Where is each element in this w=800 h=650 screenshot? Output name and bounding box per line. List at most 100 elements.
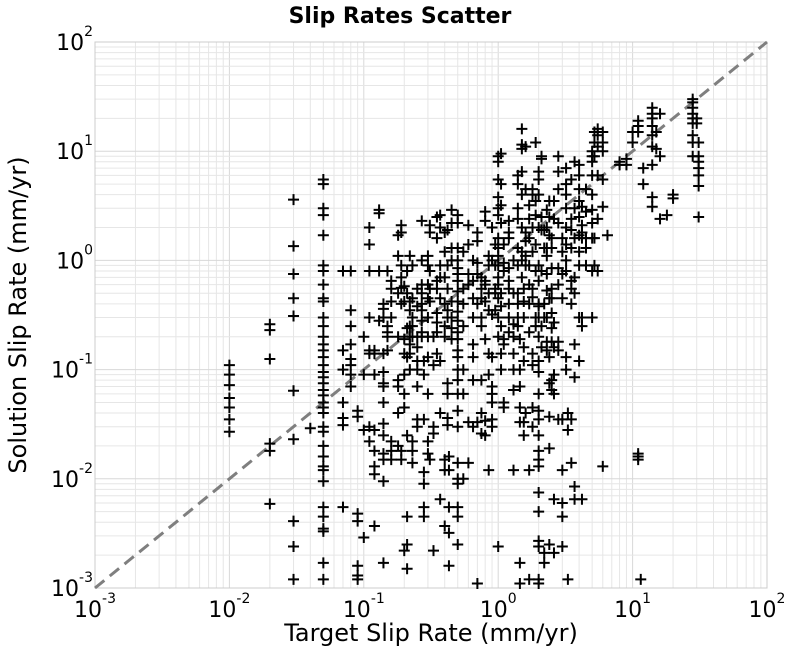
- data-point: [543, 442, 555, 454]
- data-point: [395, 271, 407, 283]
- data-point: [457, 320, 469, 332]
- data-point: [514, 381, 526, 393]
- data-point: [401, 287, 413, 299]
- data-point: [495, 287, 507, 299]
- tick-base: 10: [56, 31, 84, 56]
- data-point: [406, 259, 418, 271]
- data-point: [317, 296, 329, 308]
- data-point: [443, 560, 455, 572]
- data-point: [527, 291, 539, 303]
- data-point: [523, 298, 535, 310]
- data-point: [401, 563, 413, 575]
- data-point: [398, 401, 410, 413]
- data-point: [565, 413, 577, 425]
- data-point: [431, 316, 443, 328]
- data-point: [556, 511, 568, 523]
- data-point: [546, 242, 558, 254]
- data-point: [541, 285, 553, 297]
- data-point: [452, 539, 464, 551]
- data-point: [538, 557, 550, 569]
- data-point: [223, 426, 235, 438]
- data-point: [586, 189, 598, 201]
- data-point: [416, 254, 428, 266]
- data-point: [543, 211, 555, 223]
- data-point: [495, 217, 507, 229]
- data-point: [514, 364, 526, 376]
- data-point: [691, 117, 703, 129]
- data-point: [457, 364, 469, 376]
- data-point: [495, 348, 507, 360]
- data-point: [492, 191, 504, 203]
- data-point: [442, 388, 454, 400]
- data-point: [457, 246, 469, 258]
- tick-base: 10: [56, 140, 84, 165]
- data-point: [569, 371, 581, 383]
- data-point: [512, 202, 524, 214]
- data-point: [317, 573, 329, 585]
- y-tick-label: 10 -1: [51, 352, 93, 384]
- tick-exponent: -1: [371, 591, 385, 607]
- data-point: [345, 359, 357, 371]
- data-point: [546, 292, 558, 304]
- y-tick-label: 10 -3: [51, 570, 93, 602]
- data-point: [443, 527, 455, 539]
- data-point: [337, 419, 349, 431]
- data-point: [514, 333, 526, 345]
- data-point: [431, 232, 443, 244]
- data-point: [368, 445, 380, 457]
- data-point: [467, 338, 479, 350]
- tick-base: 10: [51, 577, 79, 602]
- data-point: [439, 271, 451, 283]
- data-point: [654, 108, 666, 120]
- data-point: [434, 493, 446, 505]
- data-point: [406, 445, 418, 457]
- data-point: [503, 232, 515, 244]
- data-point: [597, 126, 609, 138]
- data-point: [385, 296, 397, 308]
- data-point: [462, 219, 474, 231]
- data-point: [288, 240, 300, 252]
- data-point: [597, 460, 609, 472]
- data-point: [368, 468, 380, 480]
- data-point: [514, 401, 526, 413]
- data-point: [552, 150, 564, 162]
- data-point: [580, 242, 592, 254]
- data-point: [358, 532, 370, 544]
- data-point: [552, 262, 564, 274]
- data-point: [442, 377, 454, 389]
- data-point: [398, 369, 410, 381]
- data-point: [398, 280, 410, 292]
- data-point: [288, 268, 300, 280]
- data-point: [538, 547, 550, 559]
- data-point: [588, 150, 600, 162]
- data-point: [516, 189, 528, 201]
- data-point: [548, 195, 560, 207]
- data-point: [569, 338, 581, 350]
- tick-base: 10: [51, 359, 79, 384]
- data-point: [317, 451, 329, 463]
- tick-base: 10: [614, 598, 642, 623]
- data-point: [576, 320, 588, 332]
- data-point: [317, 511, 329, 523]
- data-point: [541, 222, 553, 234]
- tick-exponent: 0: [508, 591, 517, 607]
- data-point: [317, 209, 329, 221]
- data-point: [427, 427, 439, 439]
- data-point: [512, 298, 524, 310]
- data-point: [345, 265, 357, 277]
- data-point: [452, 421, 464, 433]
- data-point: [418, 478, 430, 490]
- data-point: [548, 388, 560, 400]
- tick-base: 10: [74, 598, 102, 623]
- data-point: [552, 279, 564, 291]
- data-point: [508, 464, 520, 476]
- data-point: [565, 242, 577, 254]
- data-point: [404, 250, 416, 262]
- data-point: [404, 338, 416, 350]
- data-point: [486, 222, 498, 234]
- data-point: [442, 283, 454, 295]
- x-tick-label: 10 -3: [74, 591, 116, 623]
- data-point: [452, 374, 464, 386]
- data-point: [693, 137, 705, 149]
- data-point: [337, 344, 349, 356]
